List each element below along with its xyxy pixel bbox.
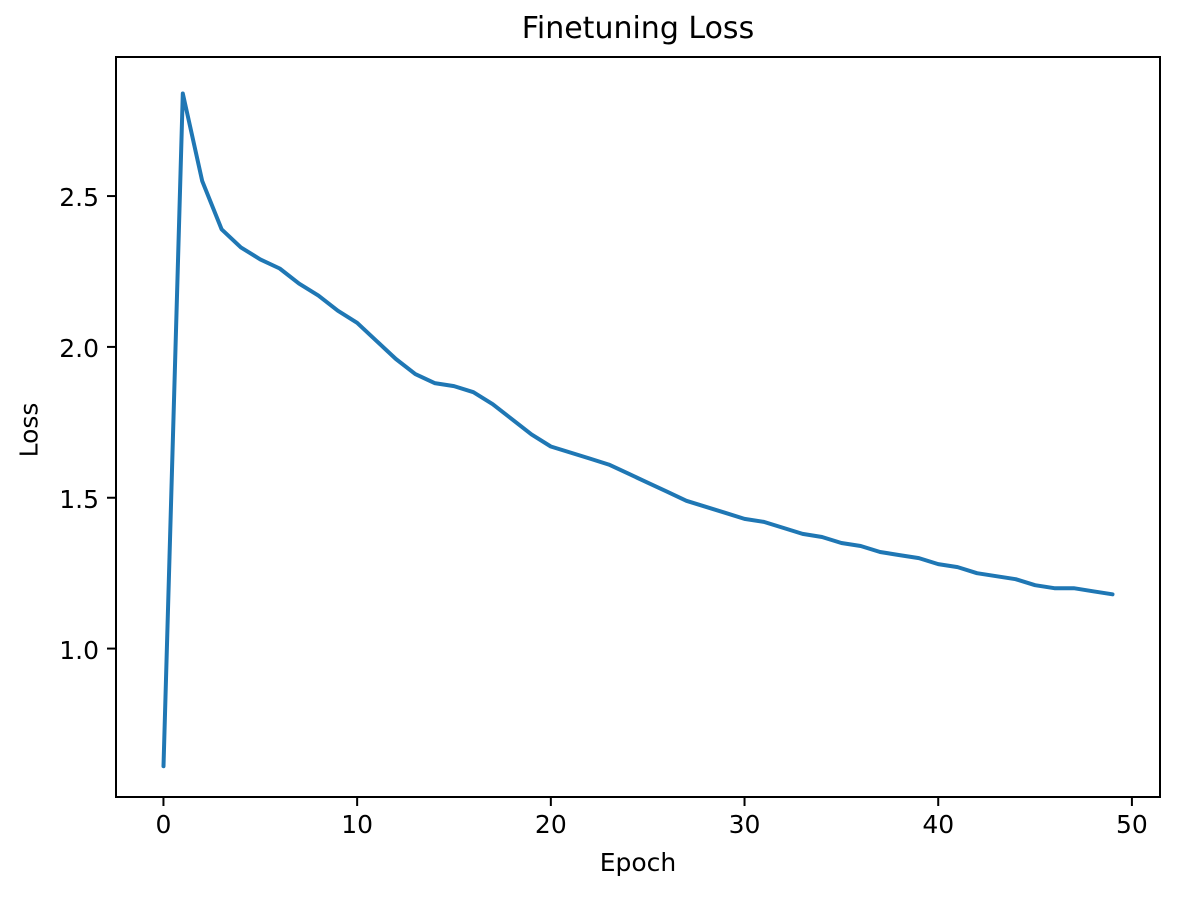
x-tick-label: 40 [922, 810, 955, 839]
tick-marks [107, 195, 1133, 806]
chart-title: Finetuning Loss [521, 11, 755, 46]
y-tick-label: 2.5 [59, 183, 99, 213]
y-tick-label: 2.0 [59, 333, 99, 363]
x-tick-label: 50 [1116, 810, 1148, 839]
x-axis-label: Epoch [599, 848, 677, 877]
x-tick-label: 0 [155, 810, 172, 839]
loss-curve [161, 91, 1115, 769]
x-tick-label: 10 [341, 810, 374, 839]
x-tick-label: 20 [534, 810, 567, 839]
plot-border [115, 56, 1161, 798]
y-axis-label: Loss [14, 402, 44, 458]
y-tick-label: 1.0 [59, 635, 99, 665]
x-tick-label: 30 [728, 810, 761, 839]
y-tick-label: 1.5 [59, 484, 99, 514]
